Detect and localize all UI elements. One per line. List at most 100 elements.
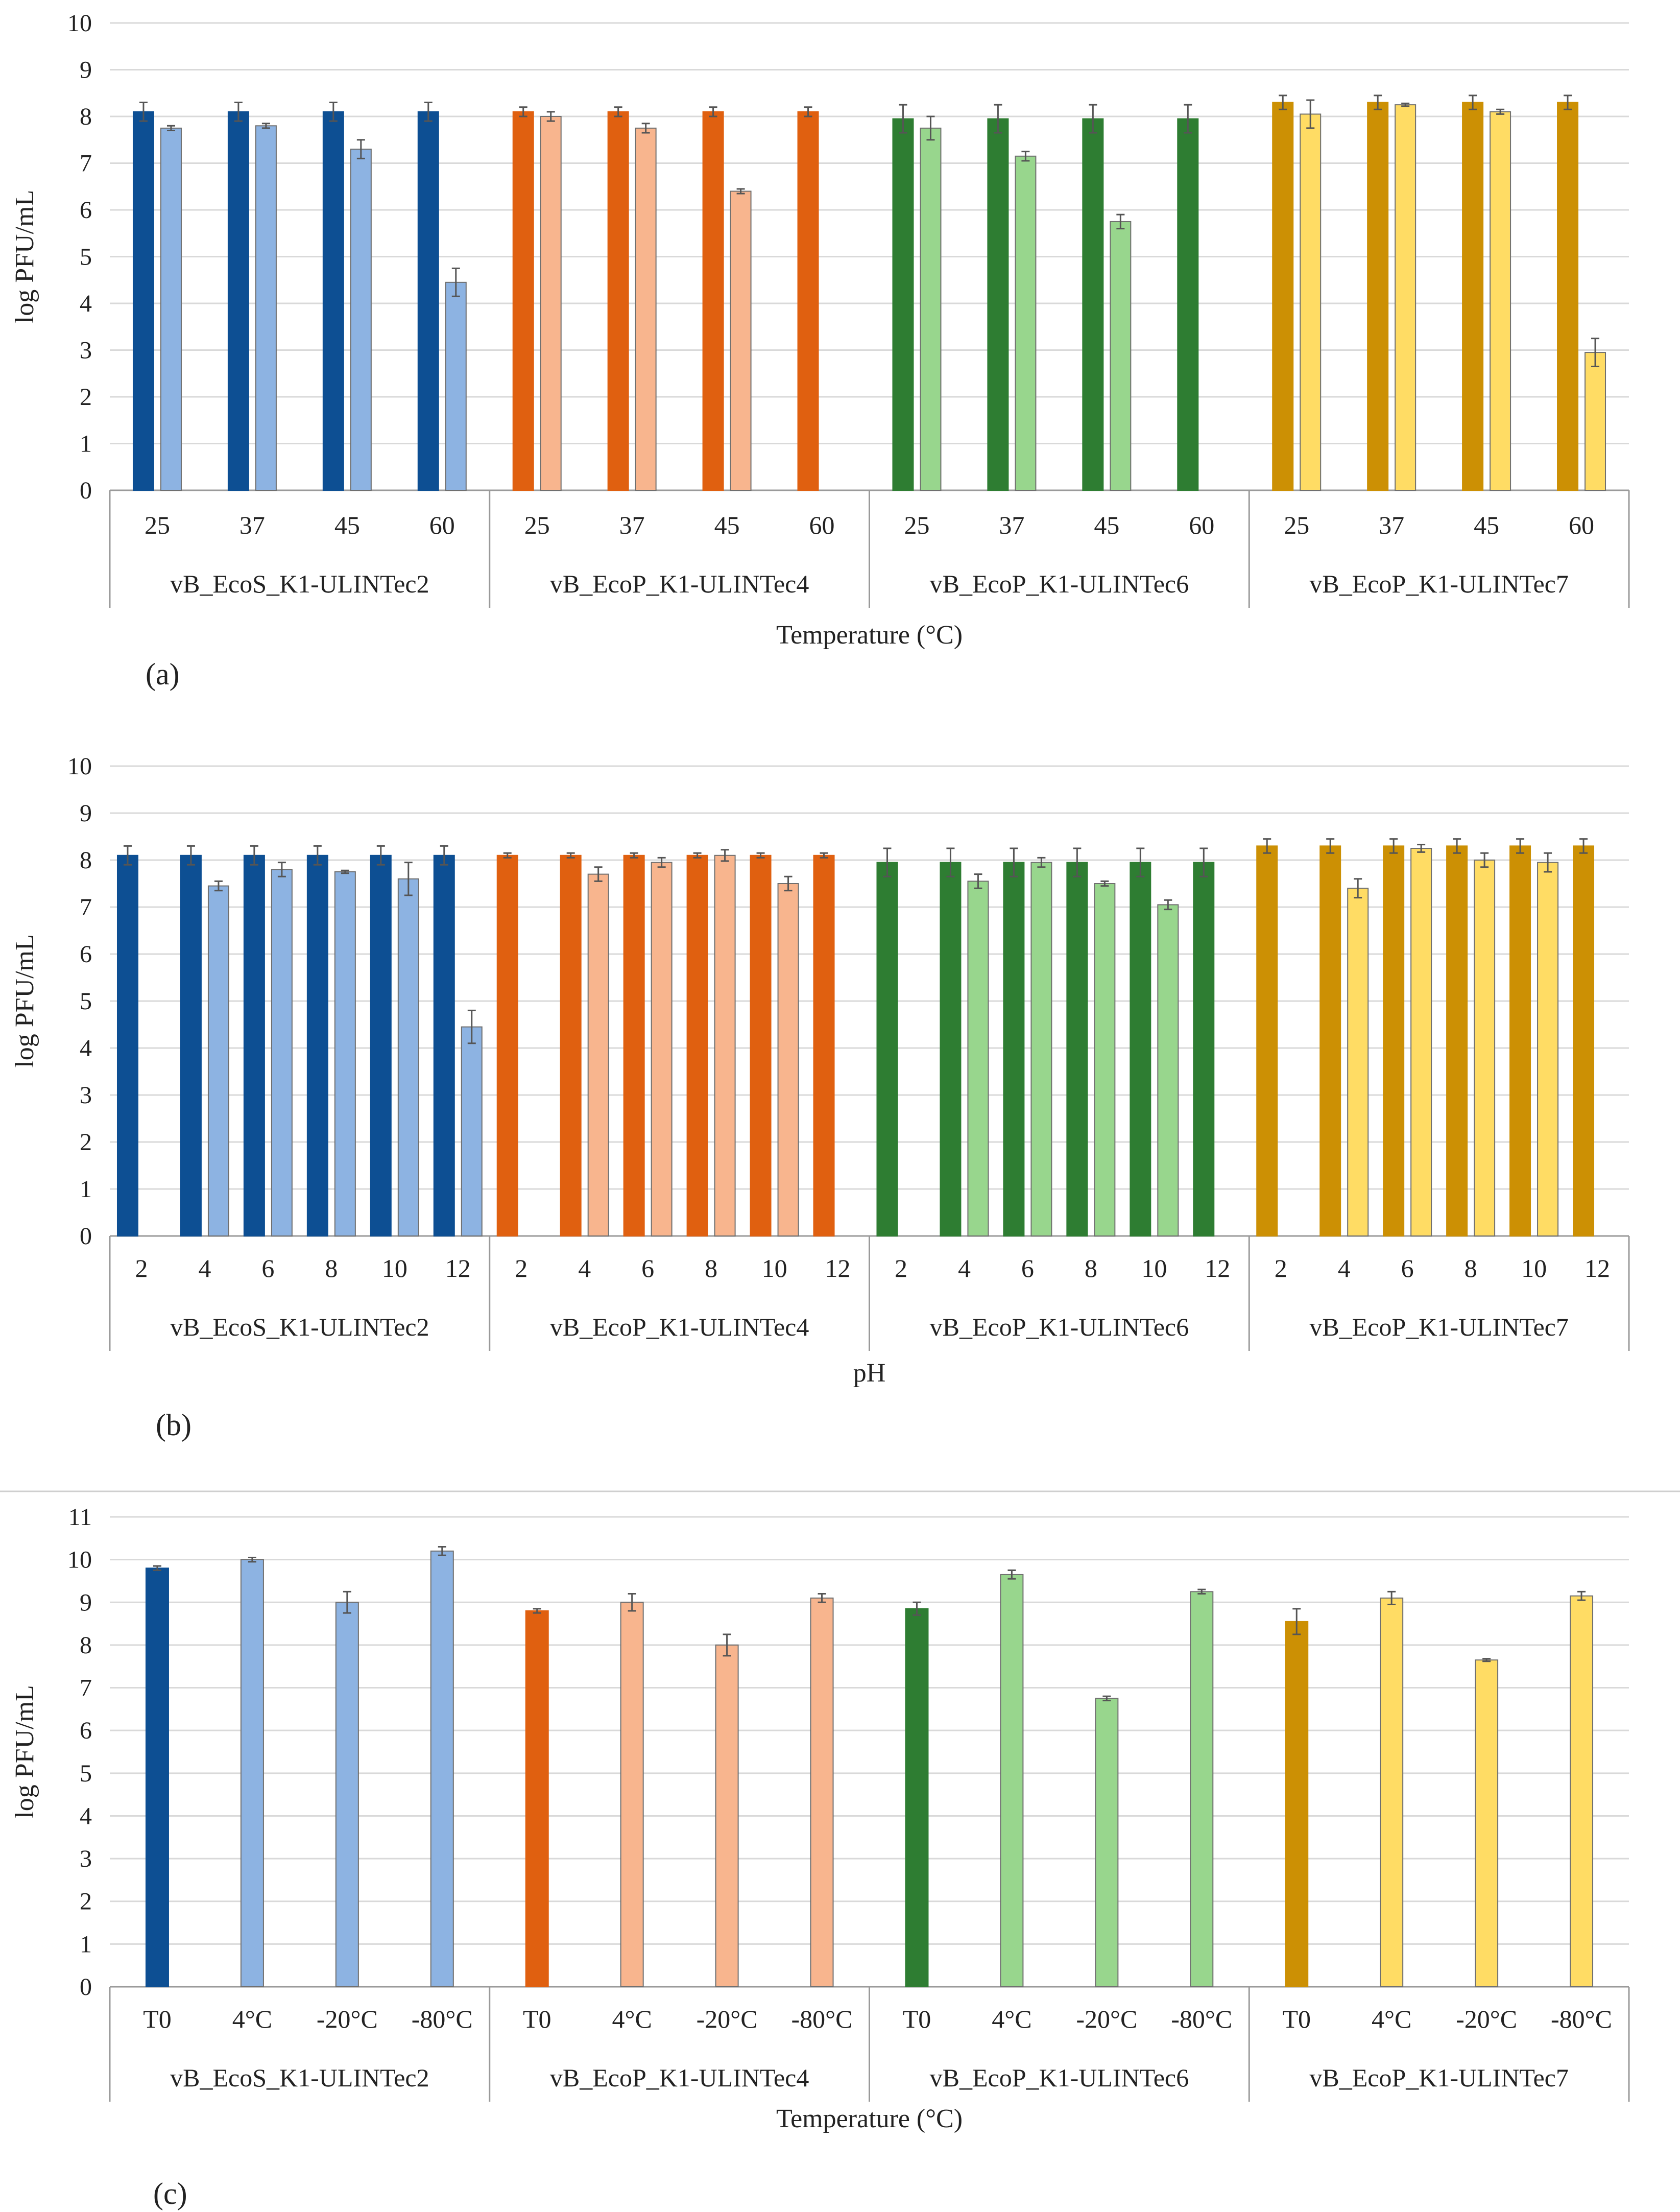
x-tick-label: 4	[1338, 1254, 1351, 1282]
x-tick-label: 8	[1465, 1254, 1477, 1282]
x-tick-label: 12	[1205, 1254, 1230, 1282]
bar	[306, 854, 328, 1237]
y-tick-label: 1	[80, 431, 92, 458]
x-tick-label: 60	[1189, 511, 1214, 539]
bar	[1082, 118, 1104, 491]
x-tick-label: 4°C	[992, 2005, 1031, 2033]
group-label: vB_EcoP_K1-ULINTec7	[1309, 1313, 1569, 1341]
bar	[607, 111, 629, 491]
x-axis-label: Temperature (°C)	[776, 2104, 963, 2133]
x-tick-label: 2	[1275, 1254, 1287, 1282]
x-tick-label: 4	[198, 1254, 211, 1282]
bar	[635, 127, 657, 491]
bar	[335, 1602, 359, 1987]
bar	[180, 854, 202, 1237]
y-tick-label: 2	[80, 1888, 92, 1915]
bar	[1474, 860, 1496, 1236]
x-tick-label: 37	[999, 511, 1024, 539]
bar	[1319, 845, 1341, 1236]
bar	[750, 854, 772, 1237]
bar	[940, 862, 962, 1236]
y-tick-label: 1	[80, 1176, 92, 1203]
bar	[1272, 102, 1294, 491]
x-tick-label: 25	[524, 511, 550, 539]
bar	[145, 1567, 169, 1987]
bar	[1475, 1659, 1499, 1988]
x-tick-label: -20°C	[1456, 2005, 1517, 2033]
bar	[540, 116, 562, 491]
y-tick-label: 6	[80, 1717, 92, 1744]
group-label: vB_EcoP_K1-ULINTec6	[930, 569, 1189, 598]
x-tick-label: 10	[1141, 1254, 1167, 1282]
bar	[445, 281, 467, 491]
group-label: vB_EcoP_K1-ULINTec4	[550, 1313, 809, 1341]
bar	[987, 118, 1009, 491]
x-tick-label: 37	[1379, 511, 1404, 539]
bar	[397, 878, 419, 1237]
y-tick-label: 10	[67, 753, 92, 780]
bar	[160, 127, 182, 491]
x-tick-label: 8	[325, 1254, 338, 1282]
y-tick-label: 4	[80, 1802, 92, 1829]
x-axis-label: pH	[853, 1359, 886, 1388]
bar	[777, 883, 799, 1236]
x-tick-label: 12	[445, 1254, 471, 1282]
bar	[1095, 1698, 1119, 1988]
y-tick-label: 8	[80, 847, 92, 874]
bar	[715, 1644, 739, 1988]
group-label: vB_EcoS_K1-ULINTec2	[170, 569, 429, 598]
bar	[512, 111, 534, 491]
y-tick-label: 5	[80, 1760, 92, 1787]
bar	[1410, 848, 1432, 1236]
bar	[1557, 102, 1579, 491]
bar	[905, 1608, 929, 1987]
group-label: vB_EcoS_K1-ULINTec2	[170, 1313, 429, 1341]
bar	[587, 873, 609, 1236]
x-tick-label: -80°C	[791, 2005, 853, 2033]
bar	[1000, 1574, 1024, 1988]
x-tick-label: T0	[523, 2005, 551, 2033]
y-tick-label: 9	[80, 57, 92, 84]
bar	[430, 1550, 454, 1988]
x-tick-label: 4	[958, 1254, 971, 1282]
bar	[1380, 1597, 1404, 1988]
bar	[1347, 888, 1369, 1236]
x-tick-label: 6	[1401, 1254, 1414, 1282]
y-tick-label: 0	[80, 1223, 92, 1250]
x-tick-label: 6	[1021, 1254, 1034, 1282]
y-tick-label: 6	[80, 941, 92, 968]
bar	[730, 191, 752, 491]
group-label: vB_EcoP_K1-ULINTec4	[550, 2063, 809, 2092]
x-tick-label: 45	[714, 511, 740, 539]
x-tick-label: 4	[578, 1254, 591, 1282]
x-tick-label: 6	[641, 1254, 654, 1282]
x-tick-label: T0	[1282, 2005, 1311, 2033]
x-tick-label: 45	[334, 511, 360, 539]
bar	[702, 111, 724, 491]
bar	[1157, 904, 1179, 1236]
x-tick-label: T0	[903, 2005, 931, 2033]
bar	[1015, 155, 1037, 491]
bar	[1193, 862, 1215, 1236]
panel-label: (c)	[153, 2177, 187, 2210]
bar	[810, 1597, 834, 1988]
y-tick-label: 10	[67, 1547, 92, 1574]
y-tick-label: 0	[80, 1973, 92, 2001]
x-tick-label: -20°C	[697, 2005, 758, 2033]
bar	[1110, 221, 1132, 491]
bar	[623, 854, 645, 1237]
x-tick-label: 2	[895, 1254, 907, 1282]
y-tick-label: 0	[80, 477, 92, 504]
y-tick-label: 4	[80, 290, 92, 317]
bar	[651, 862, 673, 1236]
bar	[1509, 845, 1531, 1236]
group-label: vB_EcoS_K1-ULINTec2	[170, 2063, 429, 2092]
x-tick-label: 10	[762, 1254, 787, 1282]
x-tick-label: 60	[1569, 511, 1594, 539]
bar	[1003, 862, 1025, 1236]
bar	[132, 111, 154, 491]
bar	[1585, 352, 1606, 491]
x-tick-label: 4°C	[232, 2005, 272, 2033]
